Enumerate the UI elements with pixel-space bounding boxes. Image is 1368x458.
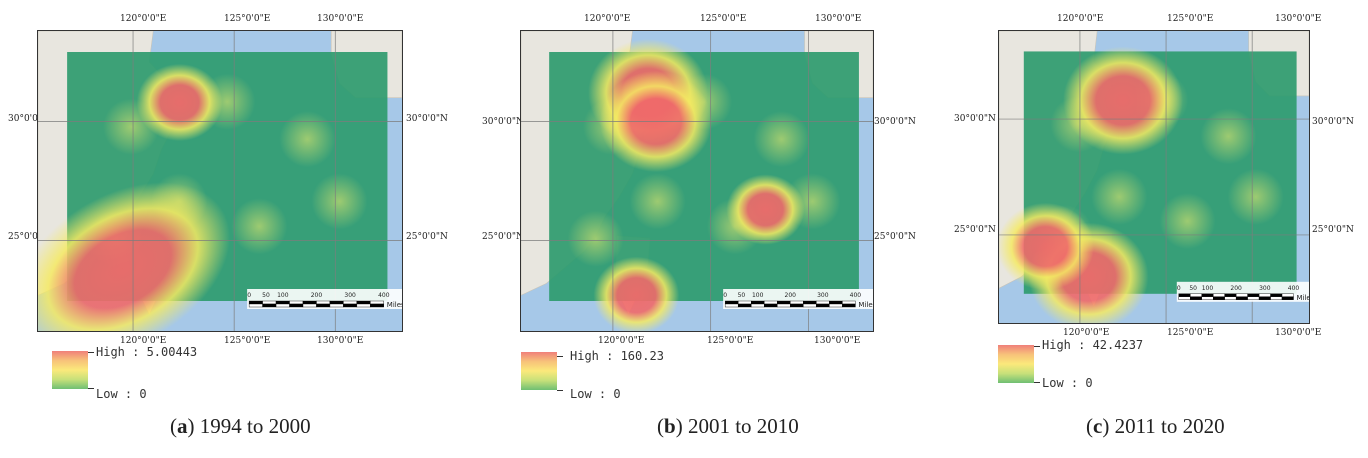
panel-b: 120°0'0"E 125°0'0"E 130°0'0"E 30°0'0"N 2… — [478, 0, 934, 458]
scale-tick-label: 0 — [1177, 285, 1181, 292]
lon-label-120-bottom: 120°0'0"E — [1063, 328, 1110, 338]
scale-tick-label: 400 — [1288, 285, 1300, 292]
lat-label-30-right: 30°0'0"N — [406, 114, 448, 124]
legend-color-ramp — [521, 352, 557, 390]
lon-label-130: 130°0'0"E — [815, 14, 862, 24]
legend-low: Low : 0 — [96, 387, 147, 401]
heatmap-map: 0 50 100 200 300 400 Miles — [37, 30, 403, 332]
hotspot — [136, 63, 223, 142]
heatmap-map: 0 50 100 200 300 400 Miles — [520, 30, 874, 332]
legend-high: High : 5.00443 — [96, 345, 198, 359]
hotspot — [1063, 46, 1183, 155]
lat-label-30-right: 30°0'0"N — [1312, 117, 1354, 127]
scale-tick-label: 50 — [1189, 285, 1197, 292]
scale-tick-label: 200 — [1230, 285, 1242, 292]
lon-label-130: 130°0'0"E — [1275, 14, 1322, 24]
lon-label-125-bottom: 125°0'0"E — [707, 336, 754, 346]
scale-tick-label: 100 — [1202, 285, 1214, 292]
scale-tick-label: 400 — [850, 292, 862, 299]
lat-label-30: 30°0'0"N — [482, 117, 524, 127]
scale-tick-label: 50 — [738, 292, 746, 299]
scale-tick-label: 0 — [247, 292, 251, 299]
lon-label-125-bottom: 125°0'0"E — [224, 336, 271, 346]
lat-label-25: 25°0'0"N — [8, 232, 50, 242]
lon-label-130-bottom: 130°0'0"E — [317, 336, 364, 346]
lat-label-25-right: 25°0'0"N — [1312, 225, 1354, 235]
legend-low: Low : 0 — [570, 387, 621, 401]
legend-color-ramp — [52, 351, 88, 389]
hotspot — [999, 202, 1095, 291]
heatmap-map: 0 50 100 200 300 400 Miles — [998, 30, 1310, 324]
heatmap-surface: 0 50 100 200 300 400 Miles — [521, 31, 873, 331]
hotspot — [38, 182, 231, 331]
lon-label-120-bottom: 120°0'0"E — [120, 336, 167, 346]
scale-tick-label: 50 — [262, 292, 270, 299]
lat-label-30-right: 30°0'0"N — [874, 117, 916, 127]
scale-tick-label: 300 — [344, 292, 356, 299]
lon-label-120: 120°0'0"E — [584, 14, 631, 24]
lon-label-125-bottom: 125°0'0"E — [1167, 328, 1214, 338]
scale-unit: Miles — [387, 301, 402, 309]
hotspot — [726, 174, 805, 245]
scale-tick-label: 100 — [752, 292, 764, 299]
lat-label-25: 25°0'0"N — [482, 232, 524, 242]
legend-color-ramp — [998, 345, 1034, 383]
scale-unit: Miles — [1297, 294, 1310, 302]
legend-high: High : 160.23 — [570, 349, 664, 363]
lon-label-120-bottom: 120°0'0"E — [598, 336, 645, 346]
lon-label-125: 125°0'0"E — [1167, 14, 1214, 24]
lon-label-125: 125°0'0"E — [224, 14, 271, 24]
lat-label-30: 30°0'0"N — [8, 114, 50, 124]
lon-label-125: 125°0'0"E — [700, 14, 747, 24]
legend-low: Low : 0 — [1042, 376, 1093, 390]
lon-label-120: 120°0'0"E — [1057, 14, 1104, 24]
hotspot — [593, 256, 680, 331]
lat-label-25-right: 25°0'0"N — [874, 232, 916, 242]
legend-high: High : 42.4237 — [1042, 338, 1144, 352]
lon-label-120: 120°0'0"E — [120, 14, 167, 24]
lon-label-130-bottom: 130°0'0"E — [814, 336, 861, 346]
heatmap-surface: 0 50 100 200 300 400 Miles — [38, 31, 402, 331]
scale-tick-label: 100 — [277, 292, 289, 299]
caption: (b) 2001 to 2010 — [657, 414, 799, 438]
scale-tick-label: 400 — [378, 292, 390, 299]
caption: (a) 1994 to 2000 — [170, 414, 311, 438]
scale-tick-label: 300 — [817, 292, 829, 299]
panel-a: 120°0'0"E 125°0'0"E 130°0'0"E 30°0'0"N 2… — [0, 0, 456, 458]
panel-c: 120°0'0"E 125°0'0"E 130°0'0"E 30°0'0"N 2… — [946, 0, 1368, 458]
lat-label-25-right: 25°0'0"N — [406, 232, 448, 242]
scale-unit: Miles — [858, 301, 873, 309]
lon-label-130-bottom: 130°0'0"E — [1275, 328, 1322, 338]
lat-label-25: 25°0'0"N — [954, 225, 996, 235]
scale-tick-label: 200 — [311, 292, 323, 299]
caption: (c) 2011 to 2020 — [1086, 414, 1225, 438]
scale-tick-label: 200 — [785, 292, 797, 299]
heatmap-surface: 0 50 100 200 300 400 Miles — [999, 31, 1309, 323]
scale-tick-label: 300 — [1259, 285, 1271, 292]
scale-tick-label: 0 — [723, 292, 727, 299]
lat-label-30: 30°0'0"N — [954, 114, 996, 124]
lon-label-130: 130°0'0"E — [317, 14, 364, 24]
